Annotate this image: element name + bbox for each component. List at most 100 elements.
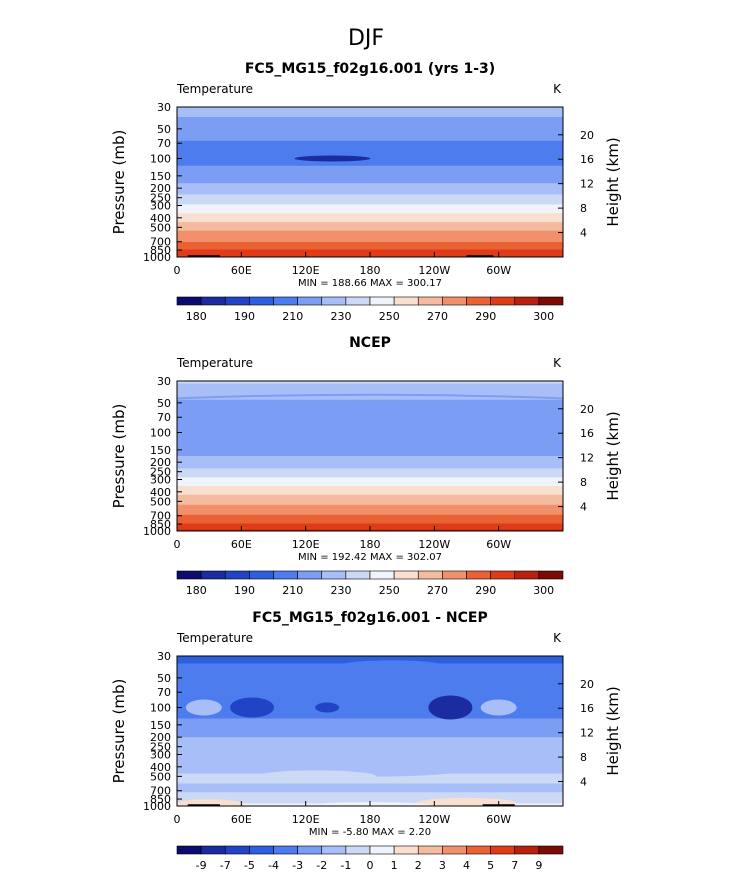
- contour-band: [177, 110, 563, 113]
- y-tick-label: 1000: [143, 800, 171, 813]
- contour-band: [177, 418, 563, 421]
- contour-band: [177, 716, 563, 718]
- contour-band: [177, 392, 563, 395]
- contour-band: [177, 115, 563, 118]
- contour-band: [177, 137, 563, 139]
- contour-band: [177, 717, 563, 720]
- colorbar-label: 270: [427, 584, 448, 597]
- contour-band: [177, 437, 563, 440]
- y-tick-label: 70: [157, 137, 171, 150]
- contour-field: [177, 656, 563, 806]
- contour-band: [177, 436, 563, 438]
- y-tick-label: 50: [157, 123, 171, 136]
- colorbar-label: -1: [340, 859, 351, 872]
- contour-band: [177, 154, 563, 157]
- colorbar-swatch: [490, 845, 516, 855]
- colorbar-label: -2: [316, 859, 327, 872]
- contour-band: [177, 488, 563, 491]
- contour-band: [177, 214, 563, 217]
- contour-band: [177, 209, 563, 212]
- colorbar-swatch: [417, 296, 443, 306]
- units-label: K: [553, 631, 562, 645]
- contour-band: [177, 144, 563, 147]
- contour-band: [177, 491, 563, 493]
- contour-band: [177, 678, 563, 681]
- contour-band: [177, 793, 563, 796]
- colorbar-label: 190: [234, 584, 255, 597]
- contour-band: [177, 493, 563, 496]
- contour-band: [177, 127, 563, 129]
- contour-band: [177, 519, 563, 522]
- contour-band: [177, 383, 563, 386]
- colorbar-label: -5: [244, 859, 255, 872]
- colorbar-swatch: [466, 296, 491, 306]
- contour-band: [177, 699, 563, 702]
- x-tick-label: 120W: [418, 813, 450, 826]
- colorbar-label: 1: [391, 859, 398, 872]
- contour-band: [177, 483, 563, 486]
- anomaly-region: [331, 660, 452, 677]
- x-tick-label: 60E: [231, 264, 252, 277]
- contour-band: [177, 739, 563, 742]
- contour-band: [177, 487, 563, 490]
- figure-title: DJF: [348, 26, 384, 51]
- contour-band: [177, 162, 563, 164]
- contour-band: [177, 175, 563, 178]
- y2-tick-label: 8: [580, 751, 587, 764]
- units-label: K: [553, 356, 562, 370]
- colorbar-label: 290: [475, 310, 496, 323]
- contour-band: [177, 471, 563, 473]
- contour-band: [177, 402, 563, 405]
- contour-band: [177, 139, 563, 142]
- contour-band: [177, 118, 563, 121]
- contour-band: [177, 786, 563, 788]
- contour-band: [177, 464, 563, 467]
- contour-band: [177, 798, 563, 801]
- contour-band: [177, 463, 563, 466]
- y-tick-label: 30: [157, 101, 171, 114]
- contour-band: [177, 703, 563, 706]
- colorbar-swatch: [200, 570, 226, 580]
- contour-band: [177, 472, 563, 475]
- contour-band: [177, 783, 563, 786]
- contour-band: [177, 789, 563, 792]
- contour-band: [177, 220, 563, 223]
- x-tick-label: 180: [360, 538, 381, 551]
- contour-band: [177, 516, 563, 518]
- y-tick-label: 30: [157, 650, 171, 663]
- contour-band: [177, 509, 563, 512]
- contour-band: [177, 250, 563, 253]
- contour-band: [177, 424, 563, 427]
- contour-band: [177, 233, 563, 236]
- contour-band: [177, 477, 563, 480]
- contour-line: [177, 393, 563, 400]
- contour-band: [177, 203, 563, 206]
- contour-band: [177, 517, 563, 520]
- contour-band: [177, 729, 563, 732]
- colorbar-label: 290: [475, 584, 496, 597]
- x-tick-label: 0: [174, 813, 181, 826]
- x-tick-label: 60E: [231, 538, 252, 551]
- colorbar-swatch: [538, 570, 564, 580]
- contour-band: [177, 406, 563, 408]
- contour-band: [177, 724, 563, 727]
- colorbar-swatch: [369, 570, 395, 580]
- colorbar-label: -4: [268, 859, 279, 872]
- contour-band: [177, 183, 563, 186]
- contour-band: [177, 138, 563, 141]
- colorbar-label: 230: [331, 584, 352, 597]
- y-tick-label: 400: [150, 761, 171, 774]
- contour-band: [177, 249, 563, 252]
- contour-band: [177, 113, 563, 116]
- contour-band: [177, 158, 563, 161]
- contour-band: [177, 503, 563, 506]
- contour-band: [177, 235, 563, 238]
- y-tick-label: 150: [150, 170, 171, 183]
- contour-band: [177, 681, 563, 683]
- y2-axis-title: Height (km): [604, 137, 622, 226]
- colorbar-label: 300: [533, 310, 554, 323]
- colorbar-swatch: [514, 296, 540, 306]
- y-tick-label: 400: [150, 212, 171, 225]
- colorbar-label: 180: [186, 310, 207, 323]
- contour-band: [177, 195, 563, 198]
